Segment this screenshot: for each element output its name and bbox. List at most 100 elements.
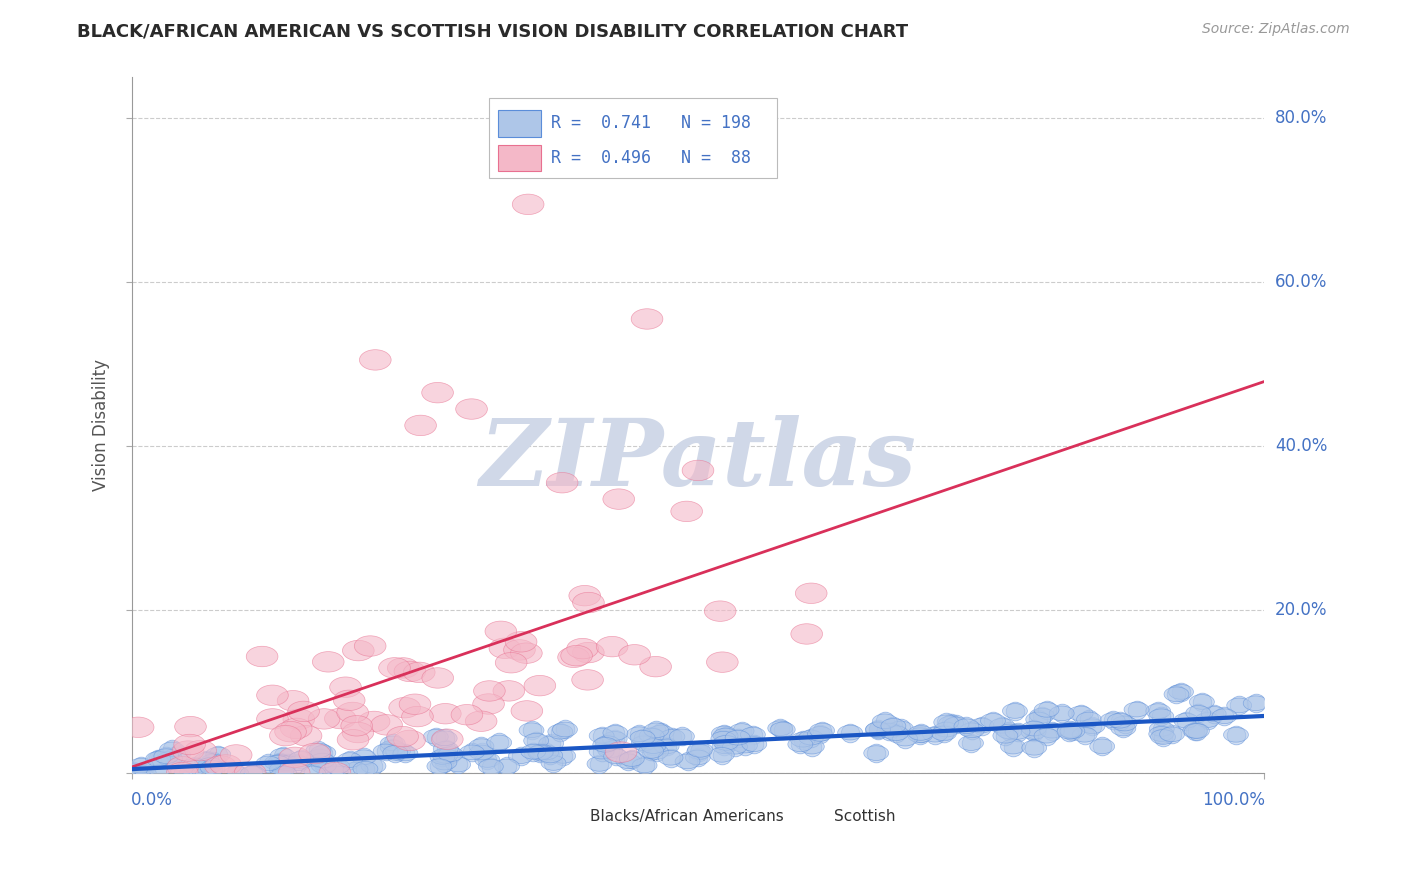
Point [894, 731, 917, 746]
Ellipse shape [131, 766, 156, 780]
Text: BLACK/AFRICAN AMERICAN VS SCOTTISH VISION DISABILITY CORRELATION CHART: BLACK/AFRICAN AMERICAN VS SCOTTISH VISIO… [77, 22, 908, 40]
Point [645, 745, 668, 759]
Point [960, 723, 983, 738]
Ellipse shape [432, 731, 457, 746]
Point [1170, 685, 1192, 699]
Ellipse shape [993, 729, 1018, 743]
Ellipse shape [908, 725, 934, 740]
Point [1185, 724, 1208, 739]
Point [1147, 704, 1170, 718]
Point [363, 759, 385, 773]
Ellipse shape [470, 739, 494, 754]
Point [543, 756, 565, 770]
Ellipse shape [787, 737, 813, 752]
Point [193, 766, 215, 780]
Point [434, 748, 457, 763]
Ellipse shape [399, 694, 430, 714]
Point [714, 729, 737, 743]
Point [425, 730, 447, 744]
Ellipse shape [402, 706, 433, 727]
Ellipse shape [682, 460, 714, 481]
Ellipse shape [659, 730, 685, 744]
Point [1073, 728, 1095, 742]
Ellipse shape [166, 747, 190, 762]
Point [1114, 716, 1136, 731]
Point [1024, 740, 1046, 755]
Ellipse shape [172, 741, 204, 761]
Point [659, 750, 682, 764]
Point [553, 748, 575, 763]
Ellipse shape [877, 723, 901, 738]
Ellipse shape [361, 758, 385, 773]
Point [149, 751, 172, 765]
Ellipse shape [509, 748, 533, 764]
Point [924, 728, 946, 742]
Ellipse shape [389, 698, 420, 718]
Ellipse shape [551, 748, 575, 764]
Ellipse shape [205, 747, 231, 762]
Ellipse shape [264, 756, 290, 770]
Ellipse shape [1001, 739, 1025, 754]
Point [290, 752, 312, 766]
Text: 20.0%: 20.0% [1275, 600, 1327, 619]
Ellipse shape [474, 681, 505, 701]
Point [689, 743, 711, 757]
Ellipse shape [524, 675, 555, 696]
Point [1091, 739, 1114, 754]
Ellipse shape [596, 636, 628, 657]
Point [873, 714, 896, 729]
Ellipse shape [709, 747, 734, 762]
Ellipse shape [1150, 730, 1175, 744]
Ellipse shape [1111, 721, 1136, 736]
Point [311, 754, 333, 768]
Ellipse shape [422, 668, 454, 689]
Point [270, 763, 292, 777]
Ellipse shape [990, 718, 1015, 733]
Ellipse shape [541, 756, 567, 771]
Ellipse shape [475, 753, 501, 767]
Ellipse shape [589, 729, 614, 743]
Point [727, 731, 749, 745]
Ellipse shape [838, 725, 863, 740]
Point [433, 756, 456, 770]
Point [792, 732, 814, 747]
Ellipse shape [329, 677, 361, 698]
Ellipse shape [553, 723, 578, 737]
Ellipse shape [1223, 727, 1249, 742]
Ellipse shape [711, 739, 737, 754]
Text: 60.0%: 60.0% [1275, 273, 1327, 291]
Point [939, 716, 962, 731]
Point [1070, 706, 1092, 721]
Ellipse shape [429, 704, 461, 724]
Ellipse shape [593, 738, 617, 752]
Ellipse shape [494, 681, 524, 701]
Ellipse shape [427, 759, 451, 773]
Ellipse shape [278, 747, 311, 767]
Ellipse shape [157, 751, 183, 766]
Ellipse shape [685, 750, 710, 764]
Point [159, 751, 181, 765]
Ellipse shape [380, 740, 405, 755]
Point [129, 758, 152, 772]
Point [1244, 696, 1267, 710]
Ellipse shape [235, 763, 266, 783]
Point [710, 747, 733, 762]
Point [1035, 703, 1057, 717]
Point [1125, 702, 1147, 716]
Ellipse shape [191, 766, 217, 780]
Ellipse shape [319, 763, 350, 783]
Point [183, 758, 205, 772]
Ellipse shape [630, 731, 655, 745]
Text: Source: ZipAtlas.com: Source: ZipAtlas.com [1202, 22, 1350, 37]
Ellipse shape [451, 705, 482, 725]
Point [1166, 687, 1188, 701]
Ellipse shape [433, 741, 458, 756]
Ellipse shape [616, 754, 641, 769]
Point [711, 731, 734, 746]
Point [488, 735, 510, 749]
Ellipse shape [1080, 719, 1105, 734]
Point [1022, 725, 1045, 739]
Ellipse shape [799, 731, 824, 745]
Ellipse shape [160, 742, 184, 756]
Point [643, 739, 665, 753]
